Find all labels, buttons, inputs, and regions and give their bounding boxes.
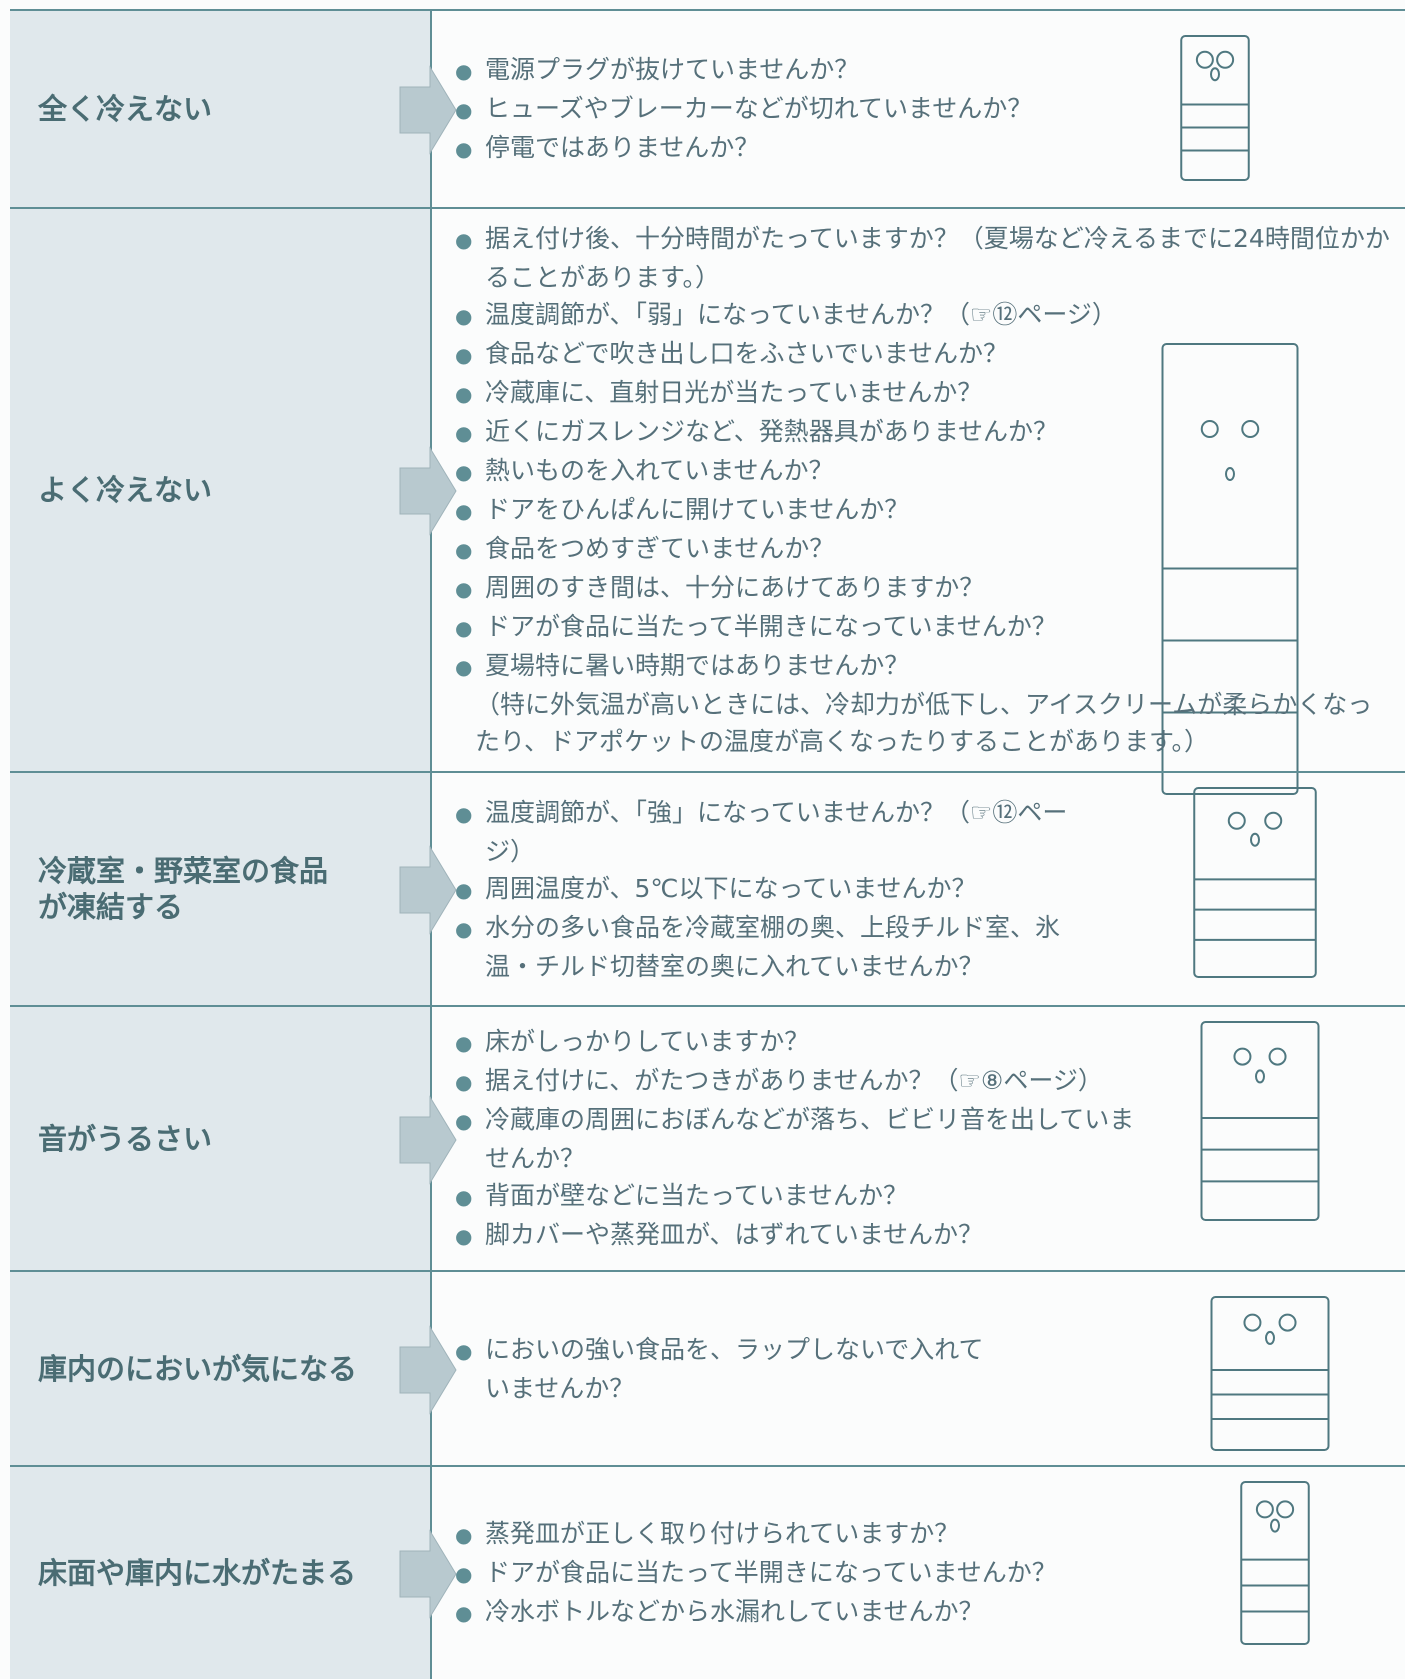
illustration [1210, 1296, 1330, 1451]
arrow [399, 1529, 457, 1619]
item: ドアをひんぱんに開けていませんか？ [455, 491, 1395, 530]
illustration [1200, 1021, 1320, 1221]
item: 周囲のすき間は、十分にあけてありますか？ [455, 569, 1395, 608]
label-line: が凍結する [38, 890, 184, 924]
items: 電源プラグが抜けていませんか？ヒューズやブレーカーなどが切れていませんか？停電で… [455, 11, 1355, 207]
item: 水分の多い食品を冷蔵室棚の奥、上段チルド室、氷温・チルド切替室の奥に入れていませ… [455, 909, 1095, 985]
item: 据え付け後、十分時間がたっていますか？（夏場など冷えるまでに24時間位かかること… [455, 220, 1395, 296]
row-label: 全く冷えない [10, 11, 432, 207]
item: 床がしっかりしていますか？ [455, 1023, 1145, 1062]
row: 床面や庫内に水がたまる 蒸発皿が正しく取り付けられていますか？ドアが食品に当たって… [10, 1465, 1405, 1679]
item: 冷蔵庫に、直射日光が当たっていませんか？ [455, 374, 1395, 413]
label-line: 庫内のにおいが気になる [38, 1351, 358, 1386]
item: 温度調節が、「弱」になっていませんか？（☞⑫ページ） [455, 296, 1395, 335]
item: 近くにガスレンジなど、発熱器具がありませんか？ [455, 413, 1395, 452]
items: 蒸発皿が正しく取り付けられていますか？ドアが食品に当たって半開きになっていません… [455, 1467, 1355, 1679]
row: 庫内のにおいが気になる においの強い食品を、ラップしないで入れていませんか？ [10, 1270, 1405, 1465]
row-label: 冷蔵室・野菜室の食品 が凍結する [10, 773, 432, 1005]
row: よく冷えない 据え付け後、十分時間がたっていますか？（夏場など冷えるまでに24時間… [10, 207, 1405, 795]
item: においの強い食品を、ラップしないで入れていませんか？ [455, 1331, 995, 1407]
item: ヒューズやブレーカーなどが切れていませんか？ [455, 90, 1355, 129]
row-label: 床面や庫内に水がたまる [10, 1467, 432, 1679]
items: 据え付け後、十分時間がたっていますか？（夏場など冷えるまでに24時間位かかること… [455, 209, 1395, 771]
item: 冷水ボトルなどから水漏れしていませんか？ [455, 1593, 1355, 1632]
item: 食品をつめすぎていませんか？ [455, 530, 1395, 569]
items: 床がしっかりしていますか？据え付けに、がたつきがありませんか？（☞⑧ページ）冷蔵… [455, 1007, 1145, 1270]
item: 冷蔵庫の周囲におぼんなどが落ち、ビビリ音を出していませんか？ [455, 1101, 1145, 1177]
label-line: 冷蔵室・野菜室の食品 [38, 854, 329, 888]
item: 脚カバーや蒸発皿が、はずれていませんか？ [455, 1216, 1145, 1255]
item: 夏場特に暑い時期ではありませんか？ [455, 647, 1395, 686]
row-label: 庫内のにおいが気になる [10, 1272, 432, 1465]
item: 背面が壁などに当たっていませんか？ [455, 1177, 1145, 1216]
item: 蒸発皿が正しく取り付けられていますか？ [455, 1515, 1355, 1554]
item: 温度調節が、「強」になっていませんか？（☞⑫ページ） [455, 794, 1095, 870]
label-line: 音がうるさい [38, 1121, 213, 1156]
row-label: 音がうるさい [10, 1007, 432, 1270]
arrow [399, 845, 457, 935]
item: 停電ではありませんか？ [455, 129, 1355, 168]
items: においの強い食品を、ラップしないで入れていませんか？ [455, 1272, 995, 1465]
item: 周囲温度が、5℃以下になっていませんか？ [455, 870, 1095, 909]
label-line: 床面や庫内に水がたまる [38, 1556, 357, 1590]
arrow [399, 1324, 457, 1415]
item: ドアが食品に当たって半開きになっていませんか？ [455, 608, 1395, 647]
label-line: 全く冷えない [38, 92, 213, 126]
row-label: よく冷えない [10, 209, 432, 771]
arrow [399, 65, 457, 155]
item: 食品などで吹き出し口をふさいでいませんか？ [455, 335, 1395, 374]
label-line: よく冷えない [38, 473, 213, 507]
arrow [399, 446, 457, 536]
item: 電源プラグが抜けていませんか？ [455, 51, 1355, 90]
note: （特に外気温が高いときには、冷却力が低下し、アイスクリームが柔らかくなったり、ド… [475, 690, 1373, 756]
item: 熱いものを入れていませんか？ [455, 452, 1395, 491]
illustration [1193, 787, 1317, 978]
items: 温度調節が、「強」になっていませんか？（☞⑫ページ）周囲温度が、5℃以下になって… [455, 773, 1095, 1005]
arrow [399, 1094, 457, 1185]
item: 据え付けに、がたつきがありませんか？（☞⑧ページ） [455, 1062, 1145, 1101]
row: 全く冷えない 電源プラグが抜けていませんか？ヒューズやブレーカーなどが切れていませ… [10, 9, 1405, 207]
item: ドアが食品に当たって半開きになっていませんか？ [455, 1554, 1355, 1593]
row: 冷蔵室・野菜室の食品が凍結する温度調節が、「強」になっていませんか？（☞⑫ページ… [10, 771, 1405, 1005]
row: 音がうるさい 床がしっかりしていますか？据え付けに、がたつきがありませんか？（☞⑧… [10, 1005, 1405, 1270]
